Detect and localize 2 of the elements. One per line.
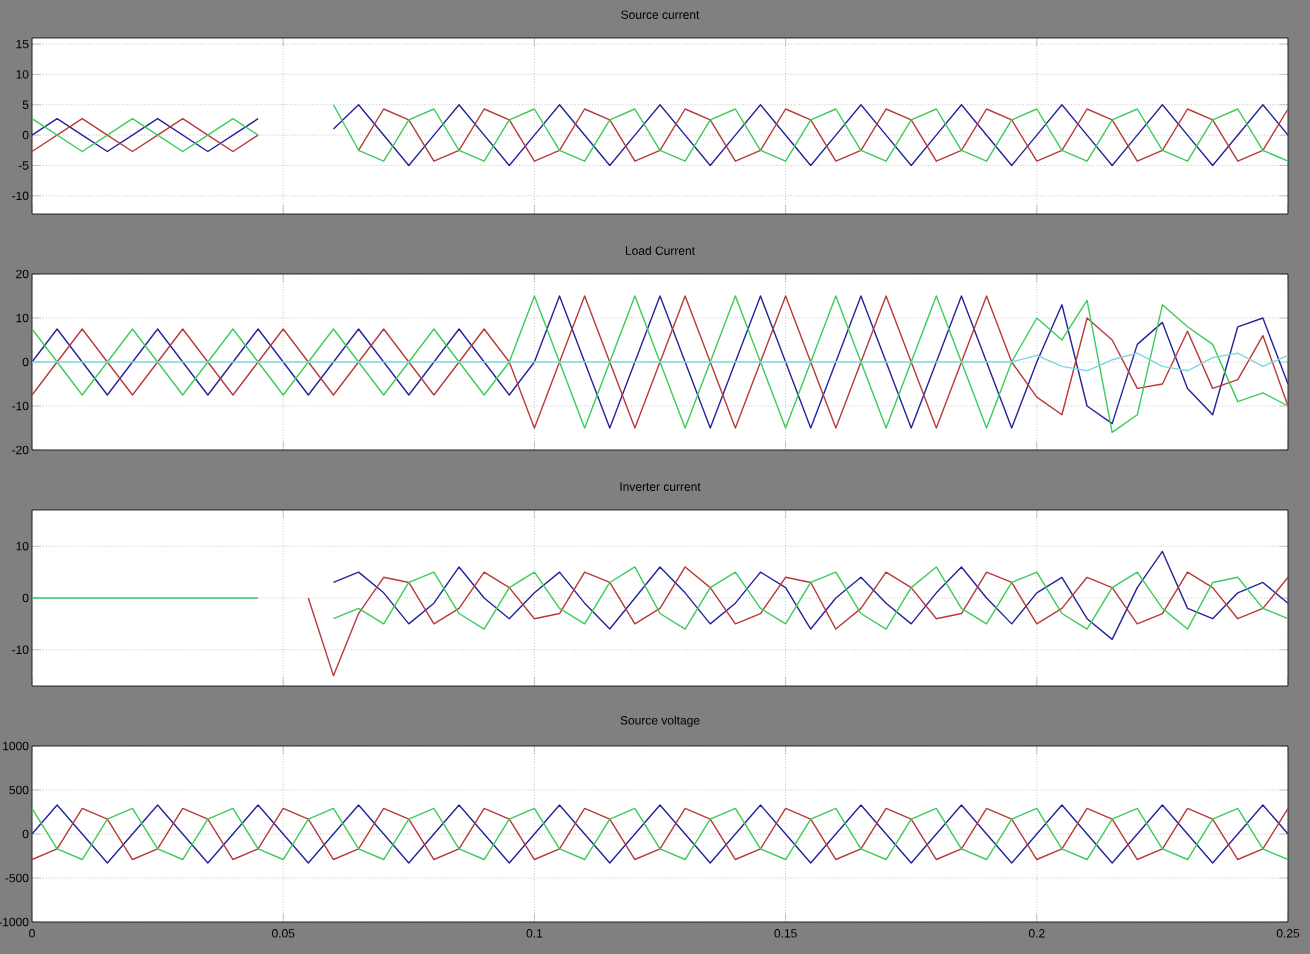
line-series xyxy=(307,566,1289,677)
line-series xyxy=(332,550,1289,641)
